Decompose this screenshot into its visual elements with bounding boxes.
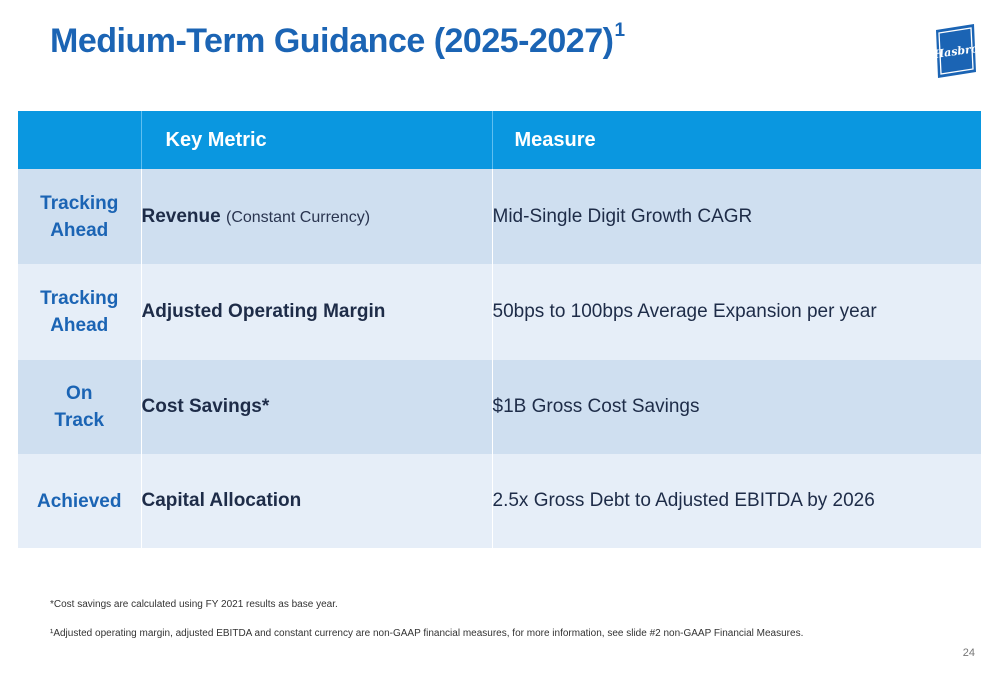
status-line-1: Tracking	[40, 288, 119, 309]
measure-cell: 2.5x Gross Debt to Adjusted EBITDA by 20…	[491, 454, 981, 548]
table-row: On Track Cost Savings* $1B Gross Cost Sav…	[18, 360, 981, 454]
status-cell: Tracking Ahead	[18, 264, 141, 360]
status-line-1: Tracking	[40, 192, 119, 214]
status-cell: Achieved	[18, 454, 141, 548]
header-key-metric: Key Metric	[140, 111, 492, 169]
header-measure: Measure	[491, 111, 981, 169]
measure-cell: 50bps to 100bps Average Expansion per ye…	[491, 264, 981, 360]
status-line-2: Track	[54, 410, 105, 431]
table-row: Achieved Capital Allocation 2.5x Gross D…	[18, 454, 981, 548]
status-cell: On Track	[18, 360, 141, 454]
status-line-1: Achieved	[37, 490, 122, 512]
table-header-row: Key Metric Measure	[18, 111, 981, 169]
page-title: Medium-Term Guidance (2025-2027)1	[50, 19, 625, 61]
metric-label: Adjusted Operating Margin	[141, 301, 386, 322]
status-line-1: On	[66, 383, 93, 404]
hasbro-logo: Hasbro	[932, 24, 978, 78]
footnote-cost-savings: *Cost savings are calculated using FY 20…	[50, 599, 338, 610]
page-title-text: Medium-Term Guidance (2025-2027)	[50, 22, 614, 60]
header-status	[18, 111, 141, 169]
status-cell: Tracking Ahead	[18, 169, 141, 264]
measure-cell: $1B Gross Cost Savings	[491, 360, 981, 454]
metric-label: Capital Allocation	[141, 490, 302, 511]
table-row: Tracking Ahead Adjusted Operating Margin …	[18, 264, 981, 360]
metric-cell: Capital Allocation	[140, 454, 492, 548]
status-line-2: Ahead	[50, 219, 109, 241]
title-footnote-marker: 1	[614, 19, 625, 41]
metric-cell: Revenue (Constant Currency)	[140, 169, 492, 264]
status-line-2: Ahead	[50, 315, 109, 336]
metric-cell: Cost Savings*	[140, 360, 492, 454]
svg-text:Hasbro: Hasbro	[932, 42, 978, 61]
metric-label: Cost Savings*	[141, 396, 270, 417]
footnote-non-gaap: ¹Adjusted operating margin, adjusted EBI…	[50, 628, 804, 639]
table-row: Tracking Ahead Revenue (Constant Currency…	[18, 169, 981, 264]
measure-cell: Mid-Single Digit Growth CAGR	[491, 169, 981, 264]
page-number: 24	[962, 647, 975, 659]
metric-cell: Adjusted Operating Margin	[140, 264, 492, 360]
metric-label: Revenue	[141, 205, 221, 227]
metric-note: (Constant Currency)	[225, 208, 371, 226]
guidance-table: Key Metric Measure Tracking Ahead Revenue…	[18, 111, 981, 548]
